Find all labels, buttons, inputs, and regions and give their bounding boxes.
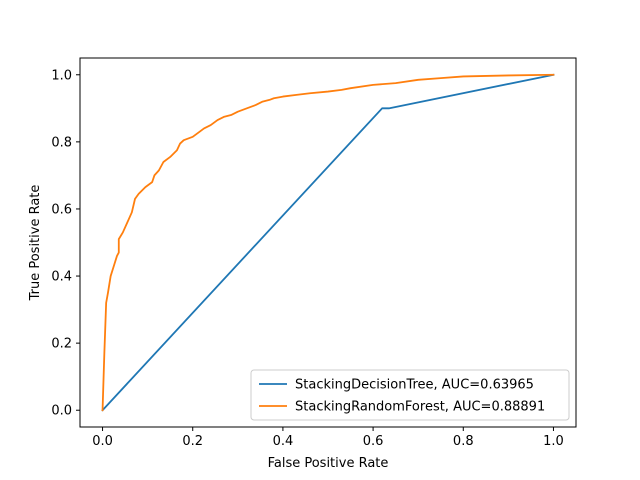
x-tick-label: 0.8 xyxy=(453,434,474,449)
x-tick-label: 0.2 xyxy=(182,434,203,449)
y-tick-label: 1.0 xyxy=(51,68,72,83)
y-tick-label: 0.4 xyxy=(51,270,72,285)
legend-box xyxy=(250,369,570,421)
y-tick-label: 0.0 xyxy=(51,404,72,419)
legend: StackingDecisionTree, AUC=0.63965 Stackin… xyxy=(250,369,570,421)
series-line-1 xyxy=(101,73,555,412)
x-tick-label: 0.0 xyxy=(92,434,113,449)
legend-label-0: StackingDecisionTree, AUC=0.63965 xyxy=(295,378,534,393)
legend-label-1: StackingRandomForest, AUC=0.88891 xyxy=(295,400,545,415)
x-tick-label: 0.4 xyxy=(273,434,294,449)
axes: 0.0 0.2 0.4 0.6 0.8 1.0 0.0 0.2 0.4 0.6 0.8 1.0 Fals… xyxy=(28,57,577,471)
x-tick-label: 0.6 xyxy=(363,434,384,449)
x-axis-title: False Positive Rate xyxy=(268,456,389,471)
x-tick-label: 1.0 xyxy=(543,434,564,449)
y-tick-label: 0.8 xyxy=(51,135,72,150)
plot-area xyxy=(101,73,555,412)
y-axis-title: True Positive Rate xyxy=(28,185,43,302)
axes-frame xyxy=(79,57,577,428)
y-tick-label: 0.2 xyxy=(51,337,72,352)
y-tick-label: 0.6 xyxy=(51,202,72,217)
series-line-0 xyxy=(101,73,555,412)
